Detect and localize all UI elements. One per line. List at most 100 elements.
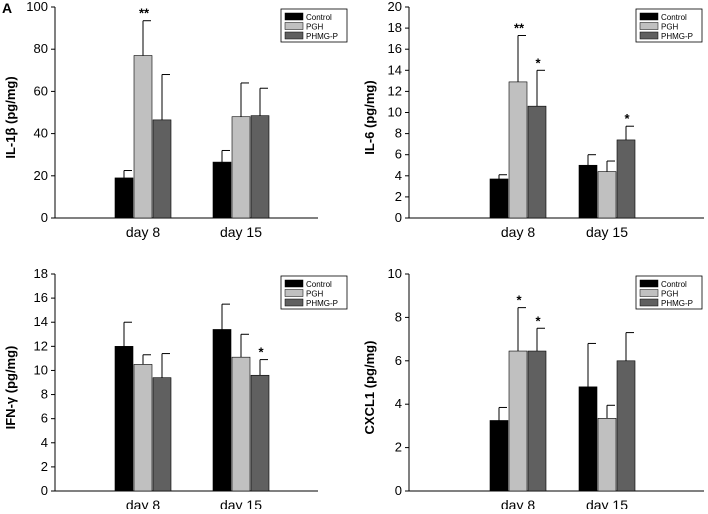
legend-label: PHMG-P xyxy=(306,299,338,308)
bar-pgh-day8 xyxy=(508,350,528,492)
y-tick-label: 14 xyxy=(34,314,48,329)
legend-label: PGH xyxy=(306,290,324,299)
x-tick-label: day 8 xyxy=(501,497,535,509)
y-tick-label: 6 xyxy=(395,353,402,368)
x-tick-label: day 8 xyxy=(126,224,160,240)
y-tick-label: 16 xyxy=(34,290,48,305)
y-tick-label: 12 xyxy=(34,338,48,353)
y-tick-label: 4 xyxy=(395,396,402,411)
legend-swatch xyxy=(284,289,304,297)
bar-pgh-day8 xyxy=(508,81,528,219)
bar-pgh-day8 xyxy=(133,364,153,492)
bar-pgh-day15 xyxy=(597,171,617,219)
bar-phmg-p-day15 xyxy=(616,360,636,492)
bar-pgh-day8 xyxy=(133,55,153,219)
legend-swatch xyxy=(284,31,304,40)
x-tick-label: day 15 xyxy=(586,224,628,240)
y-tick-label: 2 xyxy=(41,459,48,474)
bar-control-day15 xyxy=(578,386,598,492)
bar-pgh-day15 xyxy=(231,116,251,219)
bar-control-day15 xyxy=(212,161,232,219)
y-tick-label: 2 xyxy=(395,189,402,204)
legend-swatch xyxy=(639,22,659,30)
legend-label: PGH xyxy=(306,23,324,32)
y-tick-label: 2 xyxy=(395,440,402,455)
y-tick-label: 0 xyxy=(41,483,48,498)
significance-mark: * xyxy=(535,55,541,70)
y-axis-label: CXCL1 (pg/mg) xyxy=(362,341,377,435)
legend-label: PHMG-P xyxy=(306,32,338,41)
y-tick-label: 6 xyxy=(41,411,48,426)
x-tick-label: day 15 xyxy=(586,497,628,509)
bar-phmg-p-day8 xyxy=(527,350,547,492)
y-axis-label: IFN-γ (pg/mg) xyxy=(3,346,18,430)
bar-phmg-p-day15 xyxy=(250,374,270,492)
y-axis-label: IL-1β (pg/mg) xyxy=(3,76,18,158)
chart-panel-3: 0 2 4 6 8 10 12 14 16 18 IFN-γ (pg/mg) day 8 * day 15… xyxy=(3,266,348,513)
y-tick-label: 4 xyxy=(41,435,48,450)
y-tick-label: 20 xyxy=(388,0,402,14)
legend-swatch xyxy=(284,22,304,30)
legend-swatch xyxy=(639,31,659,40)
legend-swatch xyxy=(284,279,304,288)
bar-control-day8 xyxy=(489,178,509,219)
legend-swatch xyxy=(639,289,659,297)
y-tick-label: 18 xyxy=(388,20,402,35)
y-tick-label: 12 xyxy=(388,83,402,98)
x-tick-label: day 8 xyxy=(126,497,160,509)
legend-swatch xyxy=(639,279,659,288)
x-tick-label: day 8 xyxy=(501,224,535,240)
x-tick-label: day 15 xyxy=(220,497,262,509)
bar-control-day8 xyxy=(114,177,134,219)
y-tick-label: 0 xyxy=(395,210,402,225)
significance-mark: * xyxy=(258,345,264,360)
legend-label: PHMG-P xyxy=(661,32,693,41)
bar-phmg-p-day15 xyxy=(250,115,270,219)
y-tick-label: 8 xyxy=(41,387,48,402)
y-tick-label: 60 xyxy=(34,83,48,98)
y-tick-label: 10 xyxy=(388,266,402,281)
bar-control-day15 xyxy=(212,329,232,492)
y-tick-label: 14 xyxy=(388,62,402,77)
y-tick-label: 8 xyxy=(395,309,402,324)
significance-mark: * xyxy=(624,111,630,126)
significance-mark: ** xyxy=(514,20,525,35)
chart-panel-4: 0 2 4 6 8 10 CXCL1 (pg/mg) * * day 8 day 15 Control… xyxy=(362,266,704,513)
y-tick-label: 6 xyxy=(395,147,402,162)
legend-label: PGH xyxy=(661,290,679,299)
bar-control-day8 xyxy=(489,420,509,492)
legend-swatch xyxy=(284,12,304,21)
significance-mark: ** xyxy=(139,6,150,21)
legend-label: PGH xyxy=(661,23,679,32)
significance-mark: * xyxy=(516,293,522,308)
bar-control-day15 xyxy=(578,164,598,219)
y-tick-label: 18 xyxy=(34,266,48,281)
bar-phmg-p-day8 xyxy=(152,377,172,492)
legend-label: Control xyxy=(306,13,332,22)
x-tick-label: day 15 xyxy=(220,224,262,240)
y-tick-label: 0 xyxy=(41,210,48,225)
y-tick-label: 100 xyxy=(26,0,48,14)
y-tick-label: 20 xyxy=(34,168,48,183)
y-tick-label: 80 xyxy=(34,41,48,56)
legend-label: Control xyxy=(661,280,687,289)
y-tick-label: 8 xyxy=(395,126,402,141)
chart-panel-1: 0 20 40 60 80 100 IL-1β (pg/mg) ** day 8 day 15 Co… xyxy=(3,0,348,240)
bar-phmg-p-day8 xyxy=(152,119,172,219)
y-tick-label: 40 xyxy=(34,126,48,141)
legend-swatch xyxy=(639,12,659,21)
y-axis-label: IL-6 (pg/mg) xyxy=(362,80,377,154)
legend-swatch xyxy=(639,298,659,307)
panel-label: A xyxy=(2,0,13,16)
y-tick-label: 16 xyxy=(388,41,402,56)
legend-label: Control xyxy=(306,280,332,289)
y-tick-label: 0 xyxy=(395,483,402,498)
y-tick-label: 10 xyxy=(34,362,48,377)
significance-mark: * xyxy=(535,313,541,328)
